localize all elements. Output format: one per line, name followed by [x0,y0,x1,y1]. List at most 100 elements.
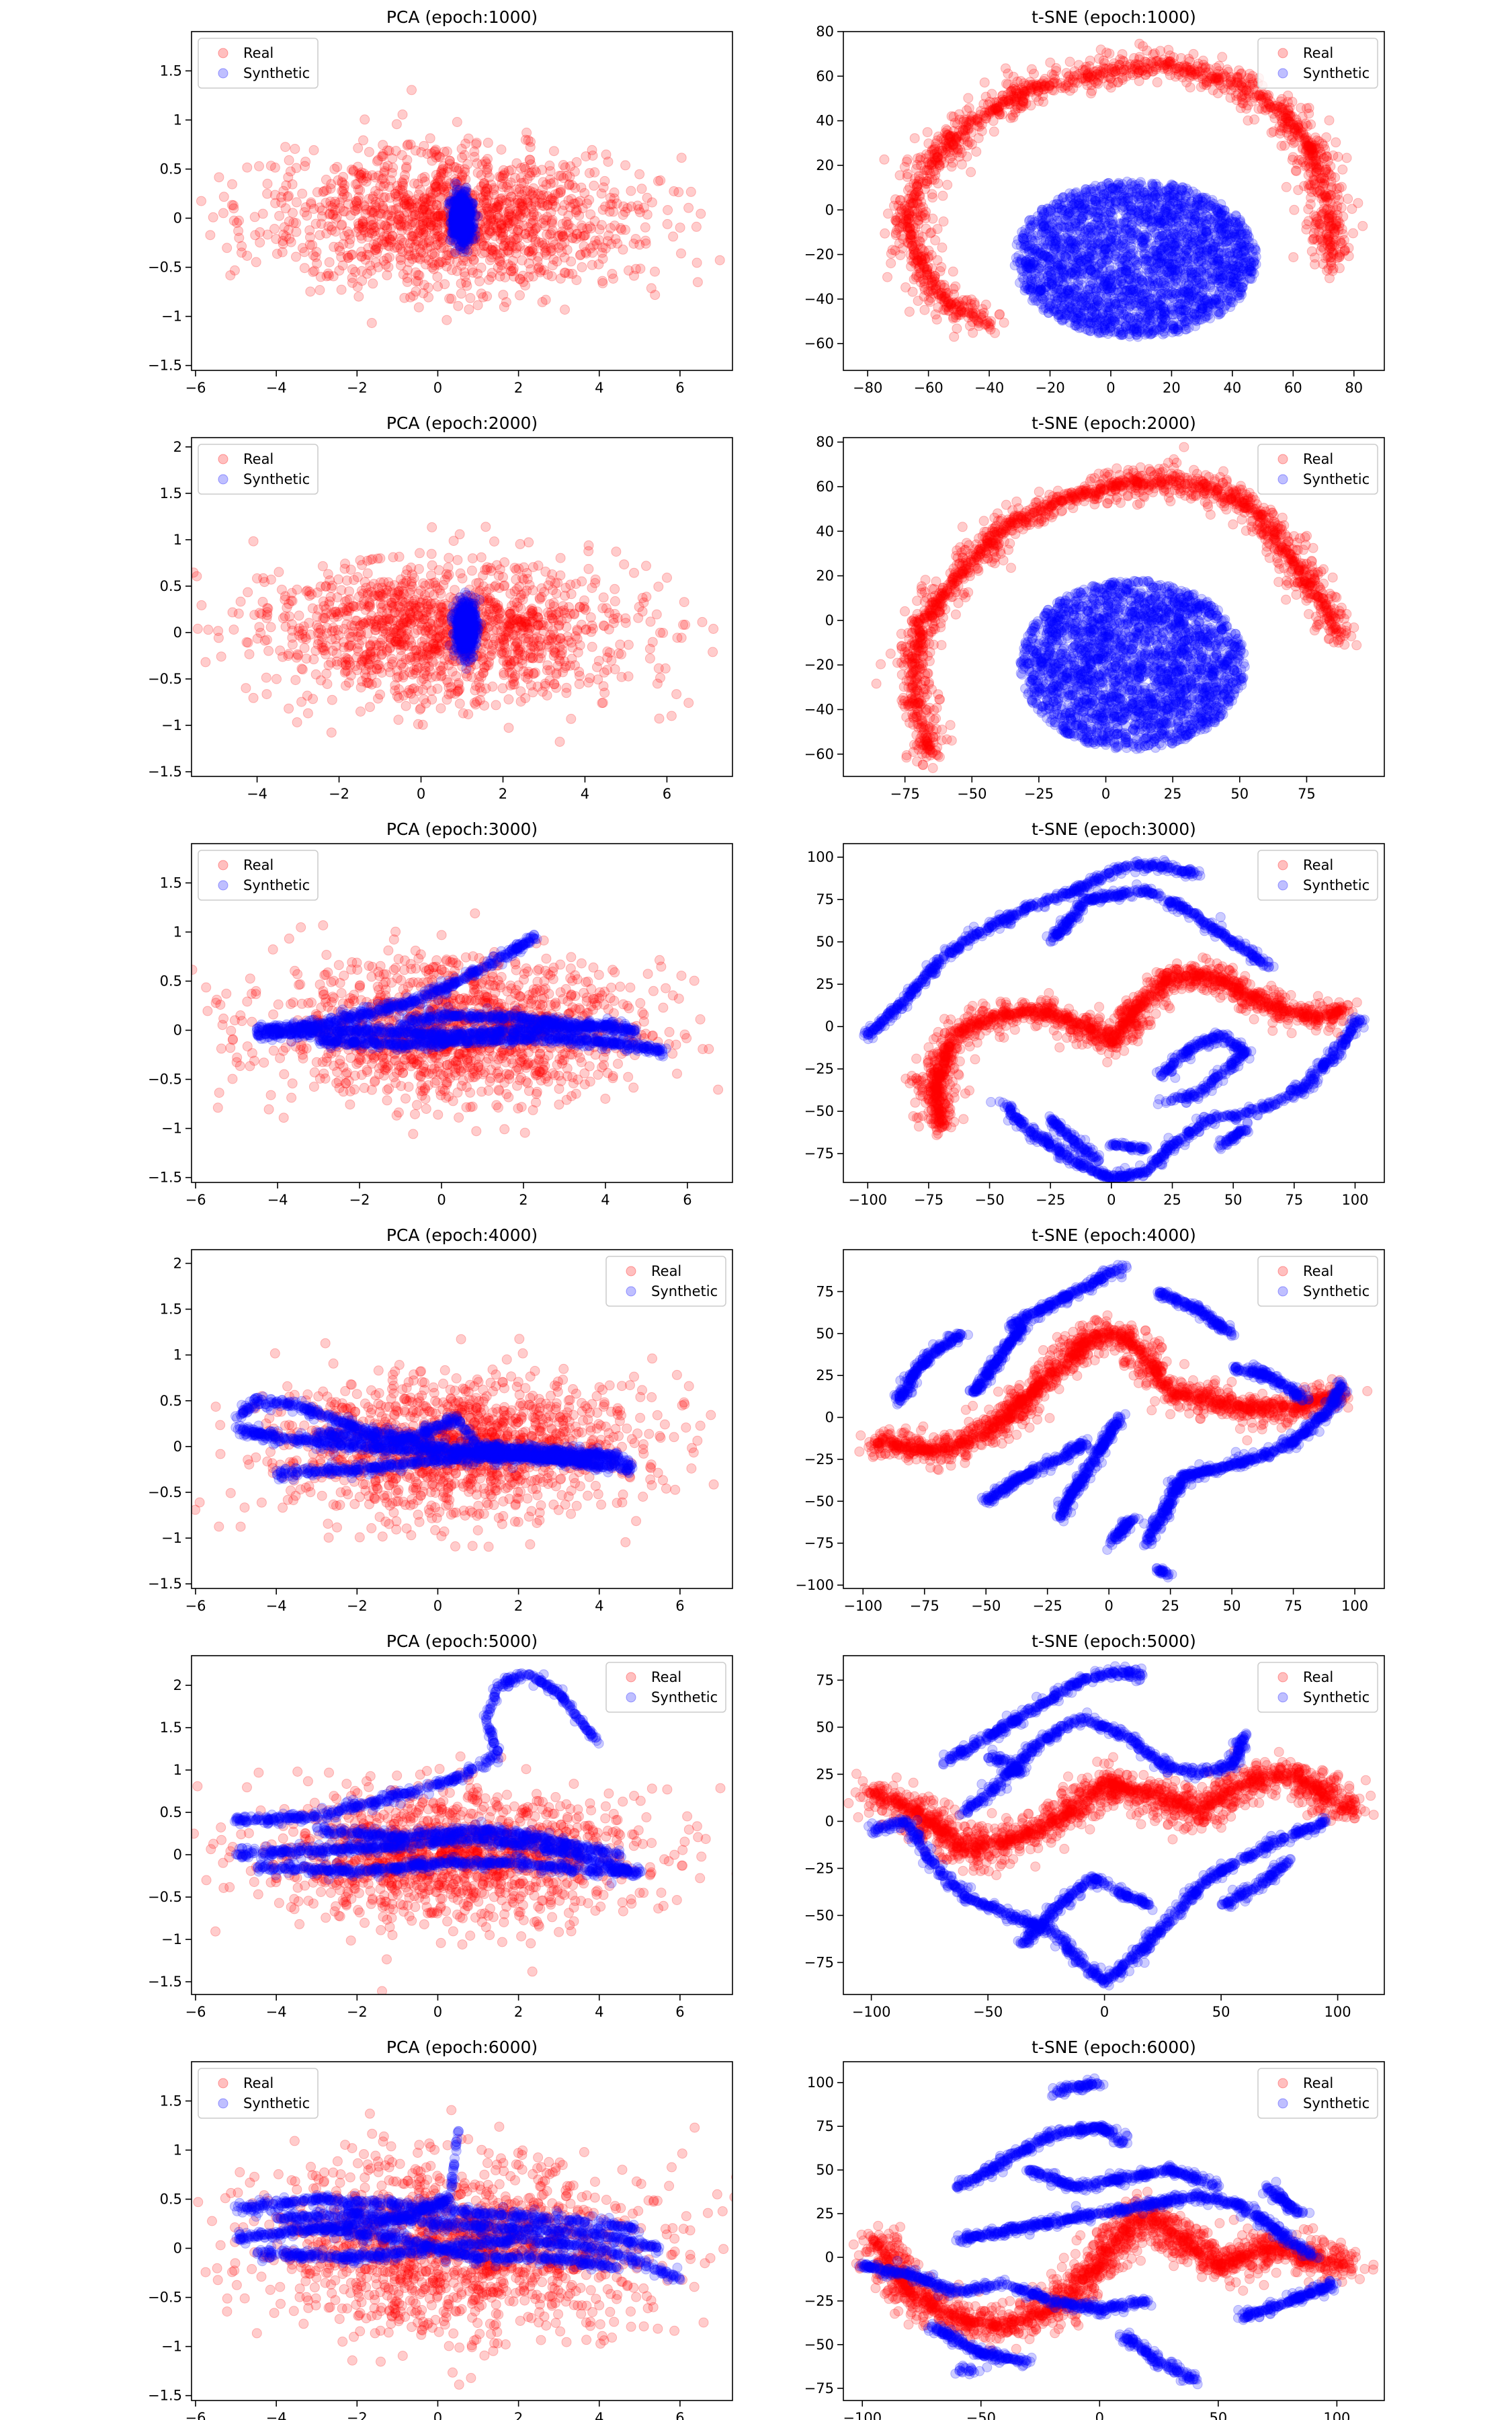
point-real [577,262,587,272]
point-synthetic [461,235,472,246]
point-real [431,169,442,180]
point-real [339,189,349,200]
y-tick-label: −1.5 [148,358,182,374]
point-real [470,198,480,208]
point-real [395,243,406,254]
point-real [277,247,288,257]
point-real [511,206,521,216]
point-real [499,241,509,251]
point-real [1083,71,1093,81]
point-real [454,212,464,223]
point-real [1098,67,1109,78]
point-real [523,135,534,146]
point-synthetic [463,204,474,215]
point-real [297,188,308,199]
point-real [455,183,466,194]
point-real [468,254,479,265]
point-real [442,206,453,216]
point-real [498,241,509,251]
point-real [495,227,505,237]
point-real [510,173,521,184]
point-real [1328,263,1339,274]
point-real [300,157,311,167]
point-real [466,193,477,204]
point-real [628,239,639,249]
point-real [456,143,467,154]
point-real [527,243,538,254]
point-real [376,151,387,162]
point-real [1134,76,1144,86]
y-tick-label: −0.5 [148,259,182,276]
point-real [1314,165,1325,175]
point-real [511,233,522,244]
point-real [423,217,433,228]
point-real [486,214,497,225]
point-real [1320,192,1331,202]
point-real [436,202,447,213]
point-real [358,218,368,229]
point-real [946,161,957,172]
point-real [556,171,566,182]
point-real [587,151,598,161]
point-real [284,190,294,201]
point-real [487,216,498,227]
point-real [371,241,382,251]
point-real [527,246,538,257]
point-real [427,188,438,199]
point-real [353,218,364,229]
point-real [594,235,605,245]
point-real [358,216,368,227]
point-real [379,167,390,178]
point-real [429,182,440,193]
point-real [1323,250,1334,261]
point-real [218,208,228,218]
point-real [480,186,491,196]
point-real [444,155,455,166]
point-real [630,234,641,244]
point-real [481,202,492,212]
point-real [415,225,426,236]
point-real [336,251,347,262]
point-real [590,235,601,246]
point-real [437,257,448,268]
point-real [1094,53,1104,64]
point-real [356,233,367,244]
point-real [385,235,396,245]
point-real [528,215,539,226]
point-real [249,212,260,223]
point-real [495,271,505,282]
point-real [444,196,455,206]
point-real [411,198,421,209]
point-real [482,154,493,164]
point-real [939,292,950,302]
point-real [327,202,338,213]
point-real [1068,83,1079,93]
point-real [497,173,508,184]
point-real [408,228,419,239]
point-real [564,171,575,182]
point-real [622,203,633,214]
point-real [390,146,401,156]
point-real [364,250,374,260]
point-real [326,179,337,190]
point-real [500,235,511,246]
point-real [308,250,319,261]
point-real [397,109,408,120]
point-real [356,251,367,262]
point-synthetic [450,247,460,257]
point-real [616,223,626,233]
point-real [485,227,495,238]
point-real [438,206,448,217]
point-real [472,203,483,214]
point-real [378,181,389,192]
point-real [324,270,334,281]
point-synthetic [458,227,469,237]
point-real [610,220,620,231]
point-real [448,207,458,218]
point-real [325,200,336,211]
point-real [509,216,519,227]
point-real [626,201,636,212]
point-real [466,265,477,276]
point-real [482,291,493,302]
point-real [265,161,276,171]
